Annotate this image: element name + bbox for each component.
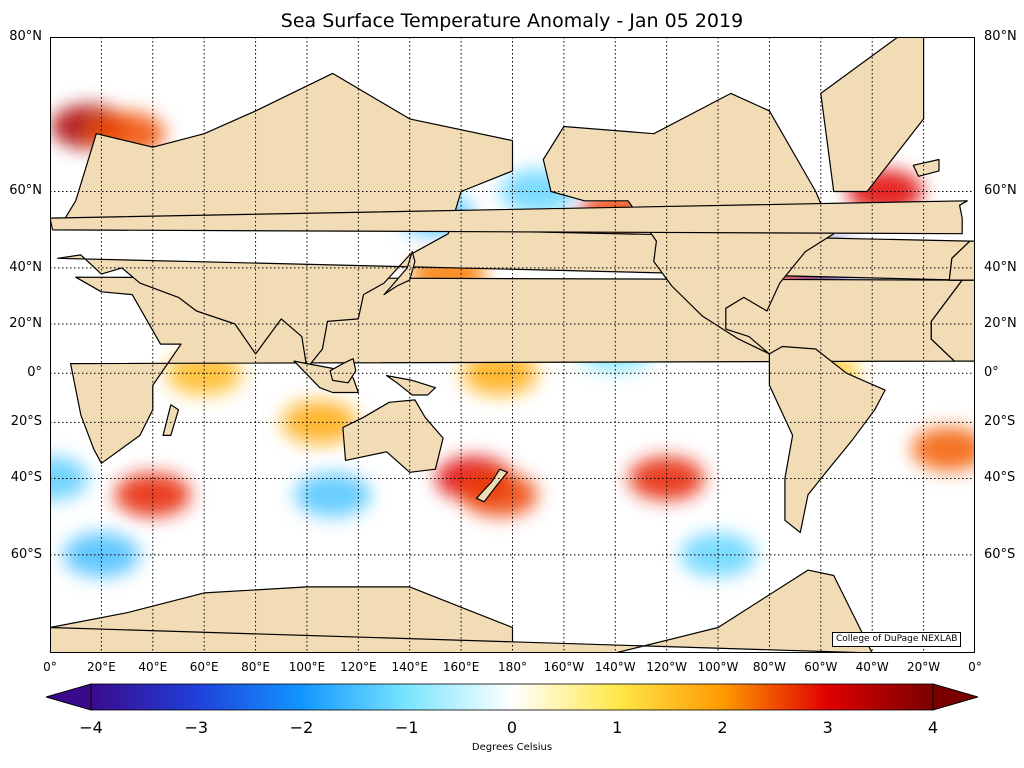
lon-label: 140°E [391, 660, 428, 674]
lon-label: 60°E [189, 660, 219, 674]
lon-label: 120°W [646, 660, 688, 674]
lat-label-left: 20°N [9, 316, 42, 332]
lat-label-right: 60°N [984, 183, 1017, 199]
colorbar-max-extend [932, 683, 978, 711]
colorbar-gradient [90, 683, 934, 711]
lat-label-left: 60°S [10, 546, 42, 562]
lat-label-right: 80°N [984, 29, 1017, 44]
lat-label-left: 40°S [10, 470, 42, 486]
lon-label: 120°E [340, 660, 377, 674]
lat-label-left: 0° [27, 365, 42, 381]
landmass-new-zealand [475, 468, 508, 503]
colorbar-tick-label: 3 [822, 718, 833, 737]
anomaly-region [114, 472, 191, 517]
lon-label: 0° [968, 660, 982, 674]
lon-label: 100°W [697, 660, 739, 674]
landmass-eurasia [57, 72, 971, 369]
lat-label-left: 40°N [9, 259, 42, 275]
colorbar-tick-label: −4 [79, 718, 103, 737]
landmass-south-america [768, 345, 886, 534]
landmass-africa-west-edge [930, 279, 975, 362]
colorbar-min-extend [46, 683, 92, 711]
lon-label: 80°W [752, 660, 787, 674]
landmass-indonesia [293, 360, 359, 394]
landmass-australia [342, 399, 444, 473]
anomaly-region [50, 456, 88, 501]
anomaly-region [281, 400, 358, 445]
anomaly-region [294, 472, 371, 517]
lon-label: 40°E [138, 660, 168, 674]
colorbar [46, 683, 978, 711]
anomaly-region [911, 427, 975, 471]
landmass-new-guinea [386, 375, 436, 396]
colorbar-tick-label: 0 [506, 718, 518, 737]
anomaly-map [50, 37, 975, 653]
lat-label-right: 40°S [984, 470, 1016, 486]
lon-label: 60°W [804, 660, 838, 674]
lat-label-left: 20°S [10, 414, 42, 430]
lon-label: 100°E [288, 660, 326, 674]
anomaly-region [63, 532, 140, 577]
colorbar-tick-label: −1 [394, 718, 419, 737]
lat-label-right: 60°S [984, 546, 1016, 562]
colorbar-tick-label: 4 [927, 718, 939, 737]
colorbar-tick-label: −2 [289, 718, 314, 737]
lon-label: 20°E [86, 660, 116, 674]
map-panel [50, 37, 975, 653]
colorbar-tick-label: 1 [612, 718, 623, 737]
lon-label: 160°W [543, 660, 585, 674]
lon-label: 20°W [907, 660, 941, 674]
graticule [50, 37, 975, 653]
lon-label: 180° [498, 660, 527, 674]
landmass-uk [50, 200, 968, 235]
lon-label: 140°W [594, 660, 636, 674]
lon-label: 0° [43, 660, 57, 674]
landmass-madagascar [162, 404, 180, 436]
lat-label-right: 40°N [984, 259, 1017, 275]
lat-label-right: 20°N [984, 316, 1017, 332]
lat-label-left: 80°N [9, 29, 42, 44]
lon-label: 80°E [241, 660, 270, 674]
colorbar-label: Degrees Celsius [471, 742, 553, 753]
lon-label: 40°W [855, 660, 889, 674]
landmass-borneo [329, 358, 357, 384]
lat-label-right: 20°S [984, 414, 1016, 430]
map-title: Sea Surface Temperature Anomaly - Jan 05… [280, 10, 744, 32]
lon-label: 160°E [442, 660, 480, 674]
landmass-japan [383, 251, 416, 296]
colorbar-tick-label: 2 [717, 718, 728, 737]
landmass-iceland [912, 158, 940, 177]
landmass-iberia-west-edge [948, 240, 975, 281]
credit-label: College of DuPage NEXLAB [832, 632, 962, 647]
landmass-antarctica-west [50, 569, 873, 653]
map-frame [50, 37, 975, 653]
anomaly-region [461, 472, 538, 517]
colorbar-tick-label: −3 [184, 718, 209, 737]
lat-label-right: 0° [984, 365, 999, 381]
lat-label-left: 60°N [9, 183, 42, 199]
